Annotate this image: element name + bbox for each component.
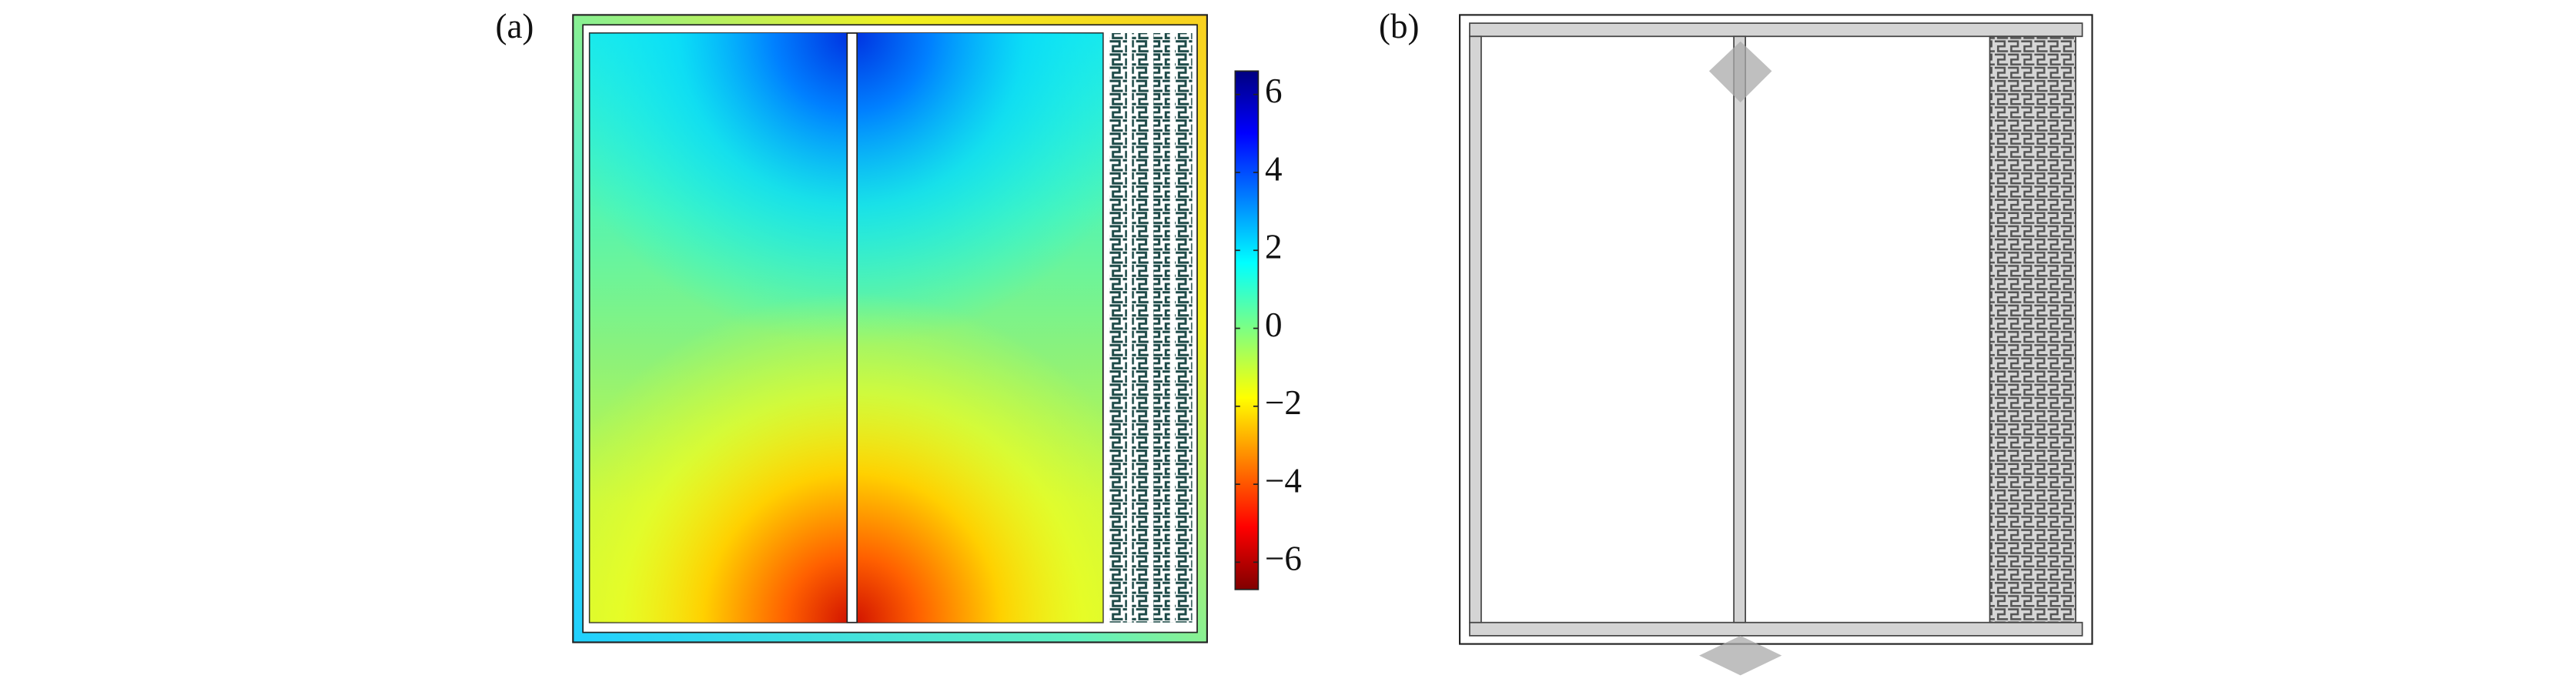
colorbar-ticks: 6 4 2 0 −2 −4 −6 <box>1235 72 1302 578</box>
meander-gaps <box>1126 32 1176 623</box>
tick-label: −4 <box>1265 461 1302 500</box>
tick-label: −6 <box>1265 540 1302 578</box>
bottom-bar <box>1469 621 2083 637</box>
colorbar <box>1234 70 1260 590</box>
port <box>1708 41 1772 103</box>
panel-label: (a) <box>495 7 534 45</box>
tick-label: 2 <box>1265 228 1283 266</box>
top-bar <box>1469 22 2083 38</box>
center-strip <box>846 32 858 623</box>
tick-label: 0 <box>1265 306 1283 344</box>
tick-label: 6 <box>1265 72 1283 110</box>
tick-label: −2 <box>1265 383 1302 422</box>
panel-label: (b) <box>1379 7 1420 45</box>
center-strip <box>1733 35 1746 623</box>
meander-line <box>1989 35 2076 623</box>
left-bar <box>1469 35 1482 623</box>
geometry-frame <box>1458 14 2093 645</box>
field-minimum <box>589 32 1103 623</box>
tick-label: 4 <box>1265 149 1283 188</box>
